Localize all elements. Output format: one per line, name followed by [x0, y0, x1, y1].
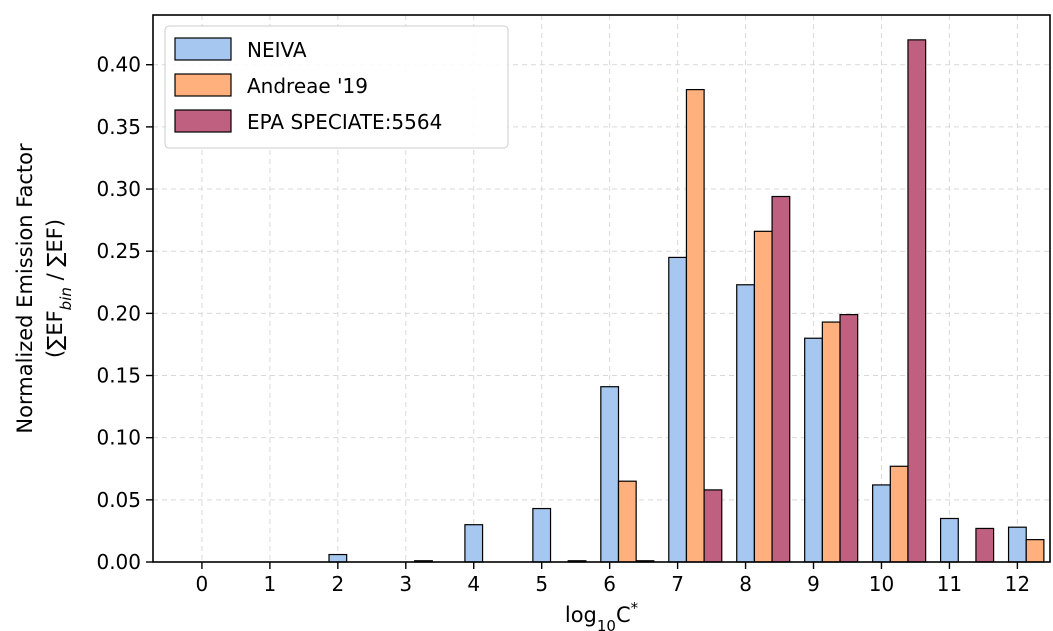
bar-neiva-6: [600, 386, 620, 563]
y-axis-title-sum-ef: (∑EF: [43, 310, 67, 358]
x-axis-title: log10C*: [565, 599, 639, 631]
bar-neiva-2: [328, 553, 348, 563]
legend: NEIVA Andreae '19 EPA SPECIATE:5564: [164, 25, 509, 149]
y-tick-label: 0.05: [96, 488, 141, 512]
y-tick-label: 0.35: [96, 115, 141, 139]
x-tick-label: 6: [603, 572, 616, 596]
x-tick-label: 0: [196, 572, 209, 596]
bar-epa-speciate-5564-11: [975, 527, 995, 563]
y-tick-label: 0.30: [96, 177, 141, 201]
y-axis-title-line1: Normalized Emission Factor: [13, 143, 37, 434]
x-tick-label: 3: [399, 572, 412, 596]
legend-label: NEIVA: [247, 38, 307, 62]
bar-andreae-19-8: [753, 230, 773, 563]
bar-andreae-19-12: [1025, 539, 1045, 563]
y-tick-label: 0.40: [96, 53, 141, 77]
legend-swatch: [174, 109, 232, 133]
x-tick-label: 1: [264, 572, 277, 596]
y-axis-ticks: 0.00 0.05 0.10 0.15 0.20 0.25 0.30 0.35 0.40: [96, 53, 153, 574]
x-tick-label: 10: [869, 572, 894, 596]
bar-neiva-8: [736, 284, 755, 563]
y-tick-label: 0.00: [96, 550, 141, 574]
y-tick-label: 0.10: [96, 426, 141, 450]
bar-neiva-5: [532, 507, 552, 563]
bar-neiva-9: [804, 337, 823, 563]
x-tick-label: 12: [1005, 572, 1030, 596]
legend-label: EPA SPECIATE:5564: [247, 110, 442, 134]
bar-epa-speciate-5564-9: [839, 314, 859, 563]
bar-andreae-19-10: [889, 465, 909, 563]
legend-swatch: [174, 73, 232, 97]
x-tick-label: 5: [535, 572, 548, 596]
x-axis-title-subscript: 10: [597, 617, 616, 631]
legend-box: [164, 25, 509, 149]
y-tick-label: 0.15: [96, 364, 141, 388]
y-axis-title-line2: (∑EFbin / ∑EF): [43, 219, 75, 358]
x-tick-label: 9: [807, 572, 820, 596]
bar-neiva-10: [872, 484, 891, 563]
x-axis-title-superscript: *: [631, 599, 639, 617]
bar-andreae-19-6: [617, 480, 637, 563]
y-axis-title-subscript: bin: [57, 287, 75, 310]
x-tick-label: 8: [739, 572, 752, 596]
x-axis-ticks: 0 1 2 3 4 5 6 7 8 9 10 11 12: [196, 562, 1030, 596]
bar-neiva-12: [1007, 526, 1027, 563]
bar-epa-speciate-5564-10: [907, 39, 927, 563]
plot-frame: [152, 14, 1051, 563]
y-tick-label: 0.25: [96, 239, 141, 263]
y-axis-title-sum-ef-total: / ∑EF): [43, 219, 67, 287]
legend-label: Andreae '19: [247, 74, 368, 98]
bar-neiva-4: [464, 524, 484, 563]
x-axis-title-log: log: [565, 603, 597, 627]
bar-epa-speciate-5564-8: [771, 195, 791, 563]
y-tick-label: 0.20: [96, 301, 141, 325]
x-axis-title-c: C: [616, 603, 631, 627]
x-tick-label: 4: [467, 572, 480, 596]
bars: [328, 39, 1045, 563]
legend-swatch: [174, 37, 232, 61]
x-tick-label: 2: [331, 572, 344, 596]
bar-epa-speciate-5564-7: [703, 489, 723, 563]
x-tick-label: 11: [937, 572, 962, 596]
bar-neiva-11: [939, 517, 959, 563]
bar-neiva-7: [668, 256, 688, 563]
bar-andreae-19-7: [685, 88, 705, 563]
x-tick-label: 7: [671, 572, 684, 596]
bar-andreae-19-9: [821, 321, 841, 563]
